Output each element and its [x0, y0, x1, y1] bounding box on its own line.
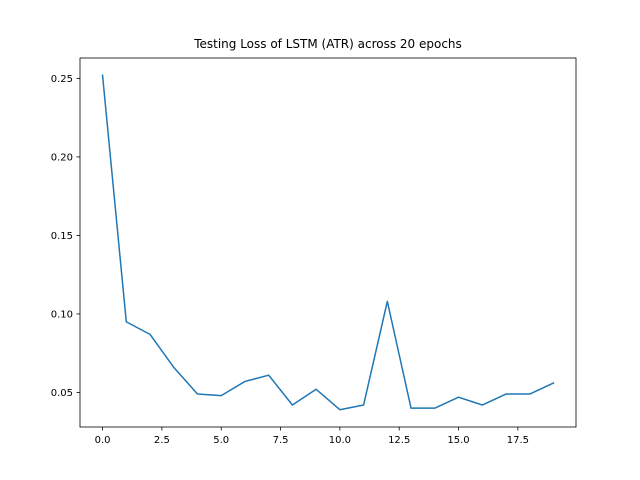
y-tick-label: 0.25 — [51, 74, 73, 85]
y-tick-label: 0.10 — [51, 309, 73, 320]
x-tick-label: 7.5 — [273, 435, 289, 446]
x-tick-label: 0.0 — [95, 435, 111, 446]
x-tick-label: 5.0 — [213, 435, 229, 446]
x-tick-label: 10.0 — [329, 435, 351, 446]
x-tick-label: 15.0 — [447, 435, 469, 446]
x-tick-label: 12.5 — [388, 435, 410, 446]
x-tick-label: 17.5 — [507, 435, 529, 446]
x-tick-label: 2.5 — [154, 435, 170, 446]
series-line-0 — [101, 74, 555, 411]
axes: 0.0 2.5 5.0 7.5 10.0 12.5 15.0 17.5 0.05 0.10 0.15… — [51, 57, 577, 446]
plot-area — [101, 74, 555, 411]
y-tick-label: 0.20 — [51, 152, 73, 163]
y-tick-label: 0.15 — [51, 231, 73, 242]
chart-title: Testing Loss of LSTM (ATR) across 20 epo… — [193, 37, 462, 51]
y-tick-label: 0.05 — [51, 388, 73, 399]
plot-frame — [79, 57, 577, 428]
